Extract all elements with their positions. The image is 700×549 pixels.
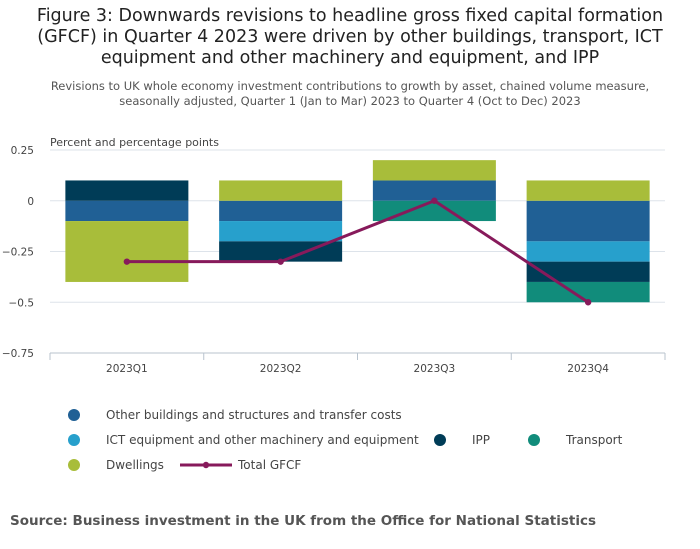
x-tick-label: 2023Q3 bbox=[414, 363, 456, 375]
bar-segment bbox=[372, 200, 496, 222]
bar-segment bbox=[526, 281, 650, 303]
legend-marker bbox=[434, 434, 446, 446]
bar-segment bbox=[219, 200, 343, 222]
legend-line-point bbox=[202, 461, 210, 469]
source-note: Source: Business investment in the UK fr… bbox=[10, 513, 596, 529]
total-line bbox=[123, 197, 592, 306]
x-tick-label: 2023Q2 bbox=[260, 363, 302, 375]
bar-stacks bbox=[65, 160, 650, 303]
chart-title: Figure 3: Downwards revisions to headlin… bbox=[36, 6, 664, 68]
bar-segment bbox=[526, 241, 650, 262]
y-axis-label: Percent and percentage points bbox=[50, 136, 219, 149]
axes: Percent and percentage points 0.25 0 −0.25 −… bbox=[2, 136, 666, 375]
chart-subtitle: Revisions to UK whole economy investment… bbox=[50, 79, 650, 108]
total-gfcf-point bbox=[123, 258, 131, 265]
legend-label: IPP bbox=[472, 433, 490, 447]
bar-segment bbox=[219, 221, 343, 242]
bar-segment bbox=[65, 221, 189, 282]
total-gfcf-line bbox=[126, 199, 589, 304]
bar-segment bbox=[372, 180, 496, 201]
bar-segment bbox=[372, 160, 496, 181]
total-gfcf-point bbox=[584, 299, 592, 306]
legend-label: Other buildings and structures and trans… bbox=[106, 408, 402, 422]
legend-label: Dwellings bbox=[106, 458, 164, 472]
bar-segment bbox=[526, 261, 650, 282]
total-gfcf-point bbox=[431, 197, 438, 204]
bar-segment bbox=[526, 200, 650, 242]
legend-marker bbox=[68, 434, 80, 446]
bar-segment bbox=[65, 180, 189, 201]
total-gfcf-point bbox=[277, 258, 284, 265]
legend-label: Transport bbox=[565, 433, 623, 447]
legend: Other buildings and structures and trans… bbox=[68, 408, 623, 472]
bar-segment bbox=[65, 200, 189, 222]
y-tick-label: −0.25 bbox=[2, 247, 34, 259]
bar-segment bbox=[219, 180, 343, 201]
legend-marker bbox=[68, 409, 80, 421]
y-tick-label: 0 bbox=[27, 196, 34, 208]
bar-segment bbox=[219, 241, 343, 262]
x-tick-label: 2023Q1 bbox=[106, 363, 148, 375]
legend-marker bbox=[68, 459, 80, 471]
x-tick-label: 2023Q4 bbox=[567, 363, 609, 375]
y-tick-label: −0.5 bbox=[9, 297, 35, 309]
y-tick-label: −0.75 bbox=[2, 348, 34, 360]
legend-label: ICT equipment and other machinery and eq… bbox=[106, 433, 419, 447]
legend-marker bbox=[528, 434, 540, 446]
y-tick-label: 0.25 bbox=[11, 145, 34, 157]
legend-label: Total GFCF bbox=[237, 458, 301, 472]
bar-segment bbox=[526, 180, 650, 201]
